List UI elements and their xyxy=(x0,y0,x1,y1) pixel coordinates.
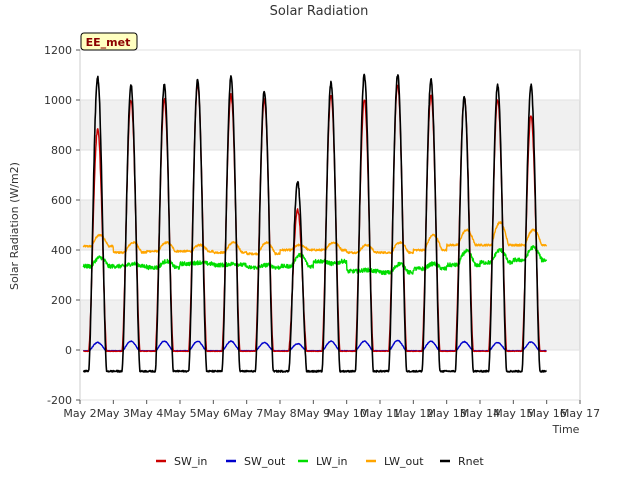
x-axis-ticks: May 2 May 3 May 4 May 5 May 6 May 7 May 8 May 9… xyxy=(63,400,600,420)
y-axis-label: Solar Radiation (W/m2) xyxy=(8,162,21,290)
y-tick-label: 0 xyxy=(65,344,72,357)
station-badge: EE_met xyxy=(80,32,138,51)
x-tick-label: May 17 xyxy=(560,407,600,420)
x-tick-label: May 7 xyxy=(230,407,263,420)
x-tick-label: May 8 xyxy=(263,407,296,420)
y-tick-label: 600 xyxy=(51,194,72,207)
series-layer xyxy=(82,73,548,373)
legend-item-rnet: Rnet xyxy=(458,455,484,468)
y-tick-label: 1200 xyxy=(44,44,72,57)
legend: SW_in SW_out LW_in LW_out Rnet xyxy=(156,455,484,468)
y-axis-ticks: -200 0 200 400 600 800 1000 1200 xyxy=(44,44,80,407)
x-tick-label: May 9 xyxy=(297,407,330,420)
y-tick-label: 200 xyxy=(51,294,72,307)
x-axis-label: Time xyxy=(552,423,580,436)
legend-item-sw-in: SW_in xyxy=(174,455,207,468)
x-tick-label: May 6 xyxy=(197,407,230,420)
grid-band xyxy=(80,200,580,250)
series-line-rnet xyxy=(82,73,548,373)
y-tick-label: 1000 xyxy=(44,94,72,107)
station-label: EE_met xyxy=(86,36,131,49)
x-tick-label: May 5 xyxy=(163,407,196,420)
legend-item-lw-in: LW_in xyxy=(316,455,348,468)
y-tick-label: 800 xyxy=(51,144,72,157)
x-tick-label: May 13 xyxy=(427,407,467,420)
x-tick-label: May 12 xyxy=(393,407,433,420)
x-tick-label: May 15 xyxy=(493,407,533,420)
x-tick-label: May 16 xyxy=(527,407,567,420)
chart-title: Solar Radiation xyxy=(270,4,369,19)
y-tick-label: 400 xyxy=(51,244,72,257)
x-tick-label: May 4 xyxy=(130,407,163,420)
x-tick-label: May 11 xyxy=(360,407,400,420)
x-tick-label: May 14 xyxy=(460,407,500,420)
legend-item-lw-out: LW_out xyxy=(384,455,424,468)
x-tick-label: May 2 xyxy=(63,407,96,420)
x-tick-label: May 10 xyxy=(327,407,367,420)
legend-item-sw-out: SW_out xyxy=(244,455,286,468)
x-tick-label: May 3 xyxy=(97,407,130,420)
y-tick-label: -200 xyxy=(47,394,72,407)
